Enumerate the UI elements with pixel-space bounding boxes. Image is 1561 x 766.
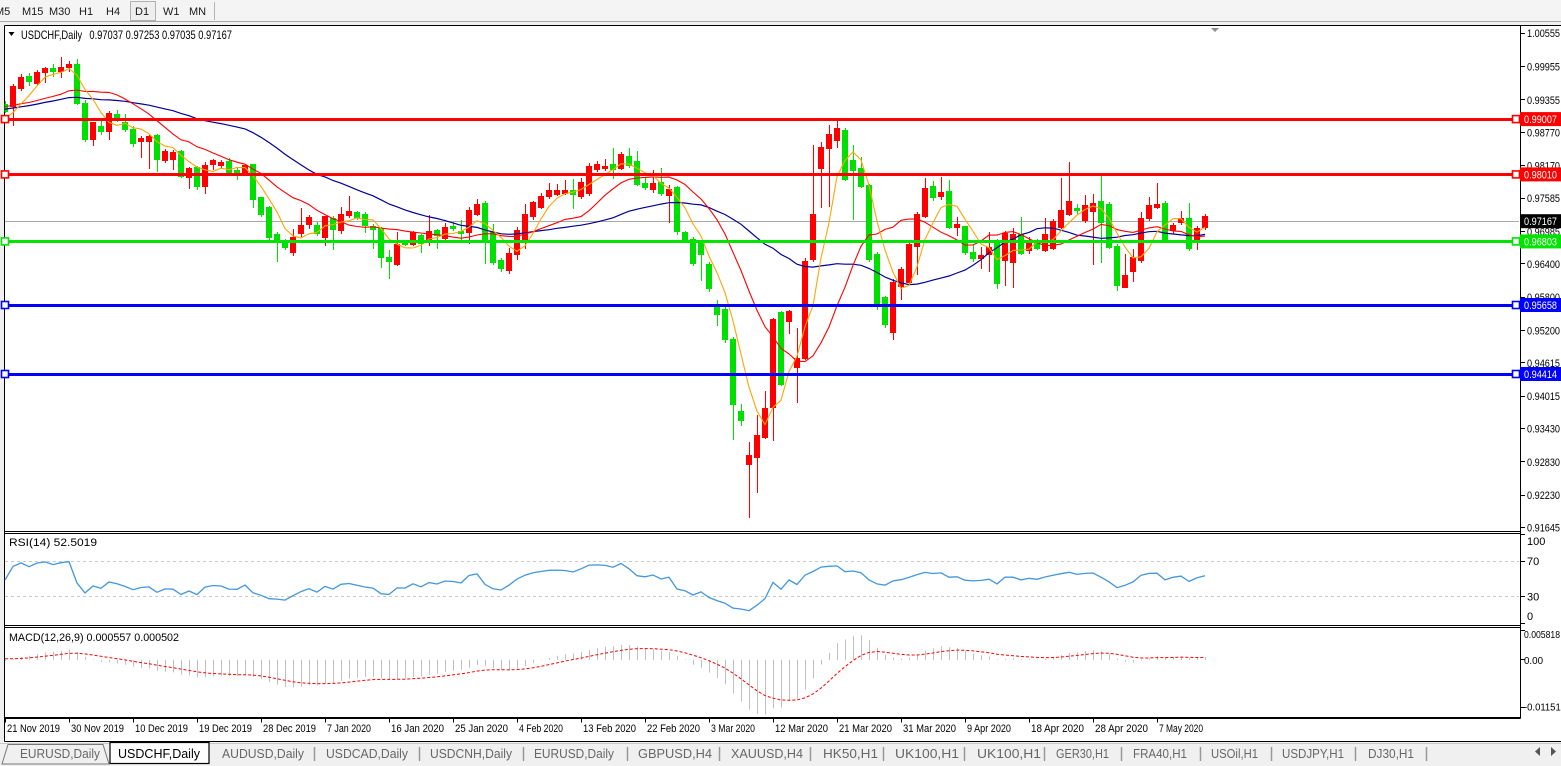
svg-text:0.94615: 0.94615 xyxy=(1527,358,1560,370)
svg-text:0.98770: 0.98770 xyxy=(1527,127,1560,139)
svg-text:-0.011514: -0.011514 xyxy=(1524,703,1561,714)
svg-text:0.99007: 0.99007 xyxy=(1524,114,1557,126)
svg-text:70: 70 xyxy=(1527,556,1539,568)
svg-text:H4: H4 xyxy=(106,6,120,18)
svg-text:0.92230: 0.92230 xyxy=(1527,490,1560,502)
svg-text:25 Jan 2020: 25 Jan 2020 xyxy=(455,723,508,735)
svg-text:GER30,H1: GER30,H1 xyxy=(1056,746,1109,761)
svg-text:M5: M5 xyxy=(0,6,10,18)
svg-text:0.93430: 0.93430 xyxy=(1527,424,1560,436)
svg-text:USDCHF,Daily: USDCHF,Daily xyxy=(118,746,200,761)
svg-text:USDCHF,Daily 0.97037 0.97253: USDCHF,Daily 0.97037 0.97253 0.97035 0.9… xyxy=(21,28,232,42)
svg-text:USOil,H1: USOil,H1 xyxy=(1211,746,1258,761)
svg-text:30: 30 xyxy=(1527,592,1539,604)
svg-text:21 Nov 2019: 21 Nov 2019 xyxy=(7,723,60,735)
svg-text:31 Mar 2020: 31 Mar 2020 xyxy=(903,723,956,735)
svg-text:18 Apr 2020: 18 Apr 2020 xyxy=(1031,723,1084,735)
svg-text:AUDUSD,Daily: AUDUSD,Daily xyxy=(222,746,304,761)
svg-text:USDJPY,H1: USDJPY,H1 xyxy=(1282,746,1344,761)
svg-text:RSI(14) 52.5019: RSI(14) 52.5019 xyxy=(9,537,97,549)
svg-text:MACD(12,26,9) 0.000557 0.00050: MACD(12,26,9) 0.000557 0.000502 xyxy=(9,632,179,644)
svg-text:10 Dec 2019: 10 Dec 2019 xyxy=(135,723,188,735)
svg-text:GBPUSD,H4: GBPUSD,H4 xyxy=(638,746,712,761)
svg-text:16 Jan 2020: 16 Jan 2020 xyxy=(391,723,444,735)
svg-text:DJ30,H1: DJ30,H1 xyxy=(1368,746,1414,761)
svg-text:12 Mar 2020: 12 Mar 2020 xyxy=(775,723,828,735)
svg-text:0.94015: 0.94015 xyxy=(1527,391,1560,403)
svg-text:19 Dec 2019: 19 Dec 2019 xyxy=(199,723,252,735)
svg-text:30 Nov 2019: 30 Nov 2019 xyxy=(71,723,124,735)
svg-text:W1: W1 xyxy=(163,6,180,18)
svg-text:HK50,H1: HK50,H1 xyxy=(823,746,878,761)
svg-text:EURUSD,Daily: EURUSD,Daily xyxy=(20,746,100,761)
svg-text:0.92830: 0.92830 xyxy=(1527,457,1560,469)
svg-text:0.97167: 0.97167 xyxy=(1524,216,1557,228)
svg-text:UK100,H1: UK100,H1 xyxy=(977,746,1041,761)
svg-text:M30: M30 xyxy=(49,6,70,18)
svg-text:FRA40,H1: FRA40,H1 xyxy=(1133,746,1187,761)
svg-text:0.00: 0.00 xyxy=(1524,656,1543,667)
svg-text:0.91645: 0.91645 xyxy=(1527,523,1560,535)
svg-text:0.96400: 0.96400 xyxy=(1527,259,1560,271)
svg-text:100: 100 xyxy=(1527,536,1545,548)
svg-text:0.005818: 0.005818 xyxy=(1524,630,1560,641)
svg-text:0.94414: 0.94414 xyxy=(1524,369,1557,381)
svg-text:USDCNH,Daily: USDCNH,Daily xyxy=(430,746,512,761)
svg-text:7 May 2020: 7 May 2020 xyxy=(1159,723,1203,735)
svg-text:21 Mar 2020: 21 Mar 2020 xyxy=(839,723,892,735)
svg-text:22 Feb 2020: 22 Feb 2020 xyxy=(647,723,700,735)
svg-text:0.95658: 0.95658 xyxy=(1524,300,1557,312)
svg-text:3 Mar 2020: 3 Mar 2020 xyxy=(711,723,755,735)
svg-text:0.99955: 0.99955 xyxy=(1527,62,1560,74)
svg-text:0.97585: 0.97585 xyxy=(1527,193,1560,205)
svg-text:D1: D1 xyxy=(135,6,149,18)
svg-text:H1: H1 xyxy=(79,6,93,18)
svg-text:9 Apr 2020: 9 Apr 2020 xyxy=(967,723,1011,735)
svg-text:USDCAD,Daily: USDCAD,Daily xyxy=(326,746,408,761)
svg-text:M15: M15 xyxy=(22,6,43,18)
svg-text:MN: MN xyxy=(189,6,206,18)
svg-text:7 Jan 2020: 7 Jan 2020 xyxy=(327,723,371,735)
svg-text:1.00555: 1.00555 xyxy=(1527,28,1560,40)
svg-text:13 Feb 2020: 13 Feb 2020 xyxy=(583,723,636,735)
svg-text:0.98010: 0.98010 xyxy=(1524,169,1557,181)
svg-text:28 Dec 2019: 28 Dec 2019 xyxy=(263,723,316,735)
svg-text:28 Apr 2020: 28 Apr 2020 xyxy=(1095,723,1148,735)
svg-text:0.99355: 0.99355 xyxy=(1527,95,1560,107)
svg-text:0.96803: 0.96803 xyxy=(1524,236,1557,248)
svg-text:4 Feb 2020: 4 Feb 2020 xyxy=(519,723,563,735)
svg-text:0: 0 xyxy=(1527,611,1533,623)
svg-text:EURUSD,Daily: EURUSD,Daily xyxy=(534,746,614,761)
svg-text:0.95200: 0.95200 xyxy=(1527,325,1560,337)
svg-text:UK100,H1: UK100,H1 xyxy=(895,746,959,761)
svg-text:XAUUSD,H4: XAUUSD,H4 xyxy=(731,746,803,761)
